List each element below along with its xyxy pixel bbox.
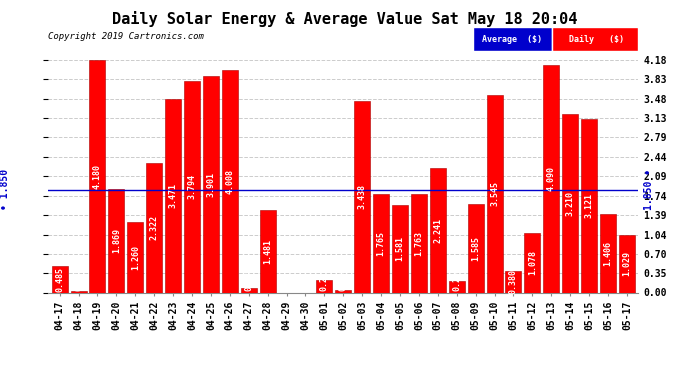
Text: 1.869: 1.869 <box>112 228 121 253</box>
Bar <box>600 214 616 292</box>
Text: 0.084: 0.084 <box>244 266 253 291</box>
Text: 0.205: 0.205 <box>452 266 461 291</box>
Text: 4.180: 4.180 <box>93 164 102 189</box>
Text: 3.438: 3.438 <box>357 184 366 209</box>
Text: 4.008: 4.008 <box>226 168 235 194</box>
Bar <box>52 266 68 292</box>
Text: 0.035: 0.035 <box>74 266 83 291</box>
Bar <box>354 101 371 292</box>
Text: 3.545: 3.545 <box>490 182 499 206</box>
Text: Daily Solar Energy & Average Value Sat May 18 20:04: Daily Solar Energy & Average Value Sat M… <box>112 11 578 27</box>
Bar <box>203 75 219 292</box>
Text: 4.090: 4.090 <box>546 166 555 191</box>
Text: 1.585: 1.585 <box>471 236 480 261</box>
Text: 3.794: 3.794 <box>188 174 197 200</box>
Bar <box>486 95 502 292</box>
Text: 1.406: 1.406 <box>604 241 613 266</box>
Bar <box>108 189 124 292</box>
Text: 3.471: 3.471 <box>168 183 177 209</box>
Bar <box>165 99 181 292</box>
Text: 1.029: 1.029 <box>622 251 631 276</box>
Text: 1.260: 1.260 <box>131 245 140 270</box>
Bar <box>543 65 560 292</box>
Text: 1.763: 1.763 <box>415 231 424 256</box>
Text: 0.223: 0.223 <box>320 266 329 291</box>
Bar <box>184 81 200 292</box>
Text: 3.210: 3.210 <box>566 191 575 216</box>
Bar <box>505 272 522 292</box>
Bar <box>524 232 540 292</box>
Bar <box>430 168 446 292</box>
Text: 1.481: 1.481 <box>263 239 272 264</box>
Text: 3.901: 3.901 <box>206 171 215 196</box>
Bar <box>259 210 276 292</box>
Text: 3.121: 3.121 <box>584 193 593 218</box>
Bar <box>581 119 597 292</box>
Bar <box>335 291 351 292</box>
Text: 1.581: 1.581 <box>395 236 404 261</box>
Bar <box>392 204 408 292</box>
Text: 1.078: 1.078 <box>528 250 537 275</box>
Bar <box>411 195 427 292</box>
Bar <box>146 164 162 292</box>
Bar <box>562 114 578 292</box>
Text: 2.322: 2.322 <box>150 215 159 240</box>
Bar <box>373 194 389 292</box>
Text: Copyright 2019 Cartronics.com: Copyright 2019 Cartronics.com <box>48 32 204 41</box>
Bar <box>468 204 484 292</box>
Text: 1.850 •: 1.850 • <box>644 169 654 210</box>
Bar <box>316 280 333 292</box>
Text: • 1.850: • 1.850 <box>0 169 10 210</box>
Text: 0.037: 0.037 <box>339 266 348 291</box>
Bar <box>221 70 238 292</box>
Text: 1.765: 1.765 <box>377 231 386 256</box>
Bar <box>70 291 86 292</box>
Bar <box>241 288 257 292</box>
Bar <box>619 235 635 292</box>
Text: 0.485: 0.485 <box>55 267 64 291</box>
Bar <box>127 222 144 292</box>
Text: 2.241: 2.241 <box>433 217 442 243</box>
Text: 0.380: 0.380 <box>509 269 518 294</box>
Bar <box>448 281 465 292</box>
Bar <box>90 60 106 292</box>
